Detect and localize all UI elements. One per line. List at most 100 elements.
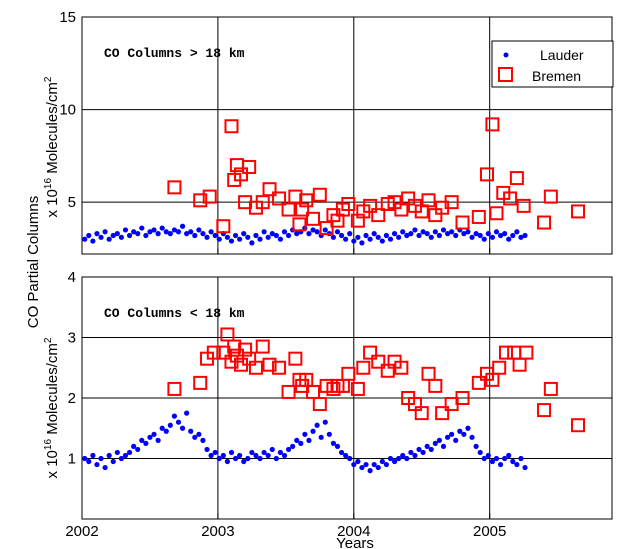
data-point-lauder (155, 231, 161, 237)
data-point-lauder (224, 458, 231, 465)
data-point-lauder (135, 446, 141, 453)
data-point-lauder (281, 452, 288, 459)
data-point-lauder (444, 434, 451, 440)
data-point-bremen (492, 360, 507, 375)
data-point-bremen (471, 375, 486, 390)
data-point-lauder (449, 431, 455, 437)
data-point-bremen (202, 189, 217, 204)
data-point-lauder (265, 452, 271, 459)
data-point-lauder (420, 229, 426, 235)
data-point-lauder (294, 231, 300, 237)
y-tick-label: 15 (59, 9, 76, 26)
data-point-lauder (375, 234, 381, 240)
data-point-lauder (428, 446, 434, 453)
x-axis-title: Years (336, 535, 374, 549)
data-point-lauder (147, 229, 153, 235)
data-point-bremen (537, 215, 552, 230)
data-point-lauder (497, 461, 504, 468)
data-point-lauder (359, 240, 365, 246)
data-point-lauder (200, 437, 206, 443)
data-point-bremen (421, 193, 436, 208)
y-tick-label: 2 (68, 390, 76, 407)
data-point-lauder (367, 236, 373, 242)
data-point-lauder (416, 232, 422, 239)
data-point-bremen (503, 191, 518, 206)
data-point-lauder (249, 240, 255, 246)
data-point-lauder (171, 413, 178, 419)
legend-label-bremen: Bremen (532, 68, 581, 84)
data-point-lauder (257, 236, 263, 242)
data-point-lauder (151, 431, 157, 437)
data-point-bremen (306, 211, 321, 226)
data-point-lauder (281, 229, 288, 235)
data-point-lauder (135, 231, 141, 237)
data-point-lauder (184, 231, 190, 237)
data-point-lauder (277, 449, 284, 456)
data-point-lauder (277, 236, 284, 242)
data-point-lauder (257, 455, 263, 462)
data-point-lauder (232, 455, 239, 462)
data-point-bremen (281, 384, 296, 399)
data-point-lauder (338, 232, 345, 239)
data-point-bremen (326, 381, 341, 396)
data-point-lauder (363, 232, 369, 239)
data-point-lauder (481, 236, 487, 242)
data-point-lauder (245, 455, 251, 462)
data-point-lauder (522, 232, 528, 239)
data-point-lauder (216, 455, 222, 462)
y-axis-title: CO Partial Columns (25, 196, 42, 329)
data-point-lauder (432, 229, 438, 235)
data-point-lauder (163, 428, 169, 434)
data-point-lauder (184, 410, 190, 416)
data-point-lauder (273, 455, 279, 462)
y-tick-label: 3 (68, 330, 76, 347)
data-point-lauder (506, 236, 512, 242)
data-point-lauder (188, 229, 194, 235)
data-point-bremen (444, 195, 459, 210)
x-tick-label: 2004 (337, 523, 370, 540)
data-point-lauder (514, 461, 520, 468)
data-point-lauder (408, 231, 414, 237)
x-tick-label: 2002 (65, 523, 98, 540)
data-point-lauder (347, 455, 353, 462)
legend-marker-bremen (498, 67, 513, 82)
data-point-lauder (110, 232, 116, 239)
data-point-lauder (469, 234, 475, 240)
data-point-lauder (179, 425, 186, 431)
data-point-bremen (288, 351, 303, 366)
data-point-lauder (522, 464, 528, 471)
data-point-lauder (151, 227, 157, 233)
data-point-lauder (387, 455, 394, 462)
data-point-lauder (404, 232, 410, 239)
data-point-lauder (114, 449, 120, 456)
data-point-lauder (436, 232, 443, 239)
data-point-lauder (318, 434, 324, 440)
data-point-bremen (248, 360, 263, 375)
data-point-lauder (204, 446, 210, 453)
data-point-lauder (322, 227, 328, 233)
data-point-lauder (232, 232, 239, 239)
data-point-lauder (404, 455, 410, 462)
data-point-lauder (94, 461, 100, 468)
data-point-lauder (428, 234, 434, 240)
data-point-lauder (502, 231, 508, 237)
data-point-lauder (493, 455, 500, 462)
data-point-lauder (208, 229, 214, 235)
data-point-lauder (518, 234, 524, 240)
data-point-bremen (167, 381, 182, 396)
data-point-lauder (82, 455, 88, 462)
data-point-lauder (237, 452, 243, 459)
data-point-bremen (499, 345, 513, 360)
data-point-bremen (312, 187, 327, 202)
data-point-bremen (255, 339, 270, 354)
data-point-lauder (208, 452, 214, 459)
data-point-bremen (299, 193, 314, 208)
y-tick-label: 1 (68, 451, 76, 468)
x-tick-label: 2005 (473, 523, 506, 540)
y-axis-units-upper: x 1016 Molecules/cm2 (43, 76, 61, 217)
data-point-lauder (343, 236, 349, 242)
data-point-lauder (253, 232, 259, 239)
data-point-lauder (371, 231, 377, 237)
data-point-lauder (285, 232, 292, 239)
data-point-lauder (420, 449, 426, 456)
